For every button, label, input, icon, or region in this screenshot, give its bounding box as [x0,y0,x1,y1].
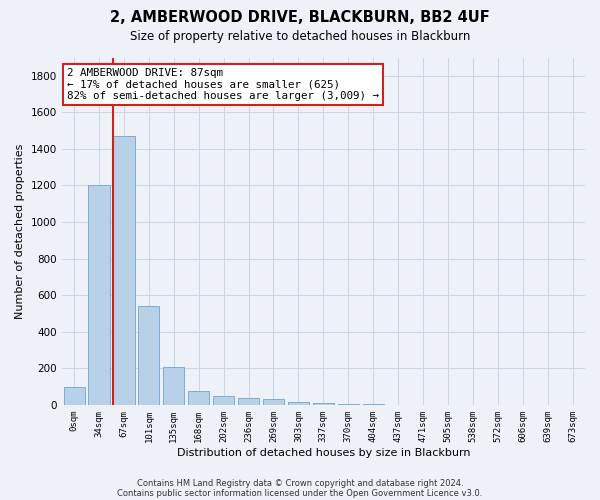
Text: Contains HM Land Registry data © Crown copyright and database right 2024.: Contains HM Land Registry data © Crown c… [137,478,463,488]
Y-axis label: Number of detached properties: Number of detached properties [15,144,25,319]
Bar [288,402,309,405]
X-axis label: Distribution of detached houses by size in Blackburn: Distribution of detached houses by size … [176,448,470,458]
Bar [188,391,209,405]
Text: Size of property relative to detached houses in Blackburn: Size of property relative to detached ho… [130,30,470,43]
Bar [213,396,234,405]
Bar [163,368,184,405]
Bar [362,404,384,405]
Bar [238,398,259,405]
Bar [313,403,334,405]
Bar [113,136,134,405]
Bar [64,388,85,405]
Text: 2 AMBERWOOD DRIVE: 87sqm
← 17% of detached houses are smaller (625)
82% of semi-: 2 AMBERWOOD DRIVE: 87sqm ← 17% of detach… [67,68,379,101]
Text: Contains public sector information licensed under the Open Government Licence v3: Contains public sector information licen… [118,488,482,498]
Bar [88,186,110,405]
Text: 2, AMBERWOOD DRIVE, BLACKBURN, BB2 4UF: 2, AMBERWOOD DRIVE, BLACKBURN, BB2 4UF [110,10,490,25]
Bar [263,400,284,405]
Bar [338,404,359,405]
Bar [138,306,160,405]
